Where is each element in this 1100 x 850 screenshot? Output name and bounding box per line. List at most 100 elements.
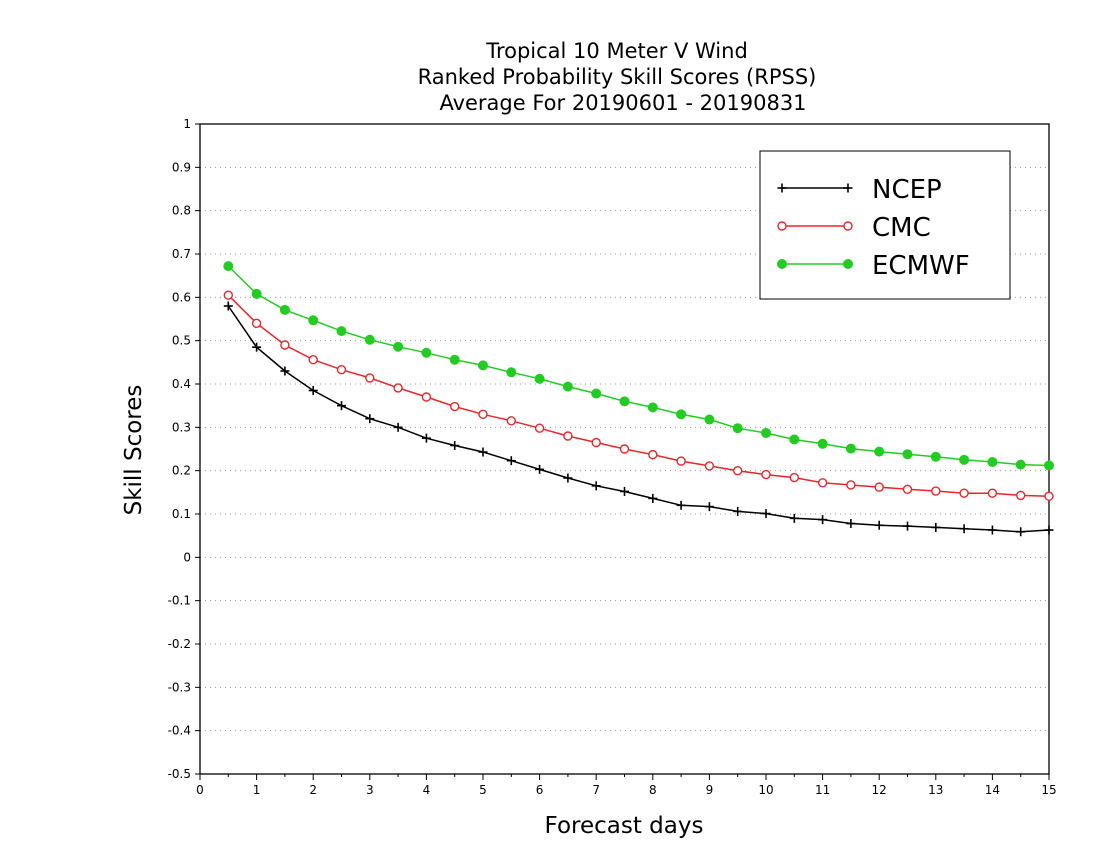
cmc-point [704, 461, 715, 471]
x-tick-label: 13 [928, 783, 943, 797]
y-tick-label: 1 [183, 117, 191, 131]
ecmwf-point [845, 443, 856, 454]
ncep-point [591, 481, 601, 491]
ncep-point [903, 521, 912, 531]
ecmwf-point [1015, 459, 1026, 470]
ncep-point [280, 366, 290, 376]
ncep-legend-marker-left [777, 183, 787, 193]
ncep-point [308, 386, 318, 395]
cmc-point [223, 290, 234, 300]
ecmwf-point [251, 288, 262, 299]
y-tick-label: -0.5 [168, 767, 191, 781]
cmc-point [591, 437, 601, 448]
y-tick-label: -0.2 [168, 637, 191, 651]
ecmwf-point [364, 334, 375, 345]
ecmwf-point [449, 354, 460, 365]
cmc-point [421, 392, 432, 402]
x-tick-label: 15 [1041, 783, 1056, 797]
x-tick-label: 4 [423, 783, 431, 797]
ncep-legend-marker-right [843, 183, 853, 193]
y-tick-label: -0.1 [168, 594, 191, 608]
y-tick-label: -0.4 [168, 724, 191, 738]
cmc-point [676, 456, 686, 466]
ecmwf-point [789, 434, 800, 445]
ecmwf-point [704, 414, 715, 425]
ecmwf-point [987, 457, 998, 467]
ncep-point [874, 520, 884, 530]
ncep-point [252, 342, 262, 352]
y-tick-label: 0.7 [172, 247, 191, 261]
ncep-point [535, 464, 545, 474]
cmc-legend-marker-right [843, 221, 853, 231]
cmc-legend-marker-left [777, 221, 787, 231]
x-tick-label: 0 [196, 783, 204, 797]
cmc-point [761, 469, 771, 480]
ncep-point [733, 506, 743, 516]
cmc-point [902, 484, 913, 494]
y-tick-label: 0.6 [172, 290, 191, 304]
x-tick-label: 7 [592, 783, 600, 797]
legend: NCEP CMC ECMWF [759, 150, 1011, 300]
x-tick-label: 10 [758, 783, 773, 797]
plot-frame [199, 123, 1050, 775]
y-tick-label: 0.3 [172, 420, 191, 434]
cmc-point [931, 486, 941, 496]
ncep-point [506, 456, 516, 466]
y-tick-label: 0.1 [172, 507, 191, 521]
ncep-point [393, 422, 403, 432]
cmc-point [450, 401, 460, 412]
ecmwf-point [902, 449, 913, 460]
ncep-point [789, 513, 799, 523]
ncep-point [959, 524, 969, 534]
cmc-point [1044, 491, 1054, 501]
ecmwf-point [647, 402, 658, 413]
ecmwf-point [761, 427, 771, 438]
ecmwf-point [676, 409, 687, 420]
ncep-point [337, 401, 346, 411]
cmc-point [506, 416, 516, 426]
ecmwf-point [308, 315, 319, 326]
cmc-series-line [227, 294, 1050, 497]
title-line-2: Ranked Probability Skill Scores (RPSS) [418, 65, 817, 89]
cmc-point [280, 340, 290, 350]
cmc-point [619, 444, 630, 454]
series-lines [223, 261, 1054, 537]
x-tick-label: 8 [649, 783, 657, 797]
ncep-point [846, 519, 856, 529]
cmc-point [846, 480, 856, 490]
ecmwf-point [930, 451, 941, 462]
ncep-point [365, 414, 375, 424]
ecmwf-point [506, 367, 517, 378]
cmc-point [733, 465, 743, 476]
ncep-point [761, 509, 771, 519]
y-tick-label: 0.9 [172, 160, 191, 174]
ncep-point [478, 447, 488, 457]
y-tick-label: 0.4 [172, 377, 191, 391]
ncep-point [1044, 525, 1054, 535]
x-tick-label: 3 [366, 783, 374, 797]
ecmwf-point [393, 341, 404, 352]
ecmwf-point [421, 347, 432, 358]
x-tick-label: 6 [536, 783, 544, 797]
ncep-point [620, 486, 629, 496]
y-tick-label: -0.3 [168, 680, 191, 694]
ecmwf-point [478, 360, 488, 371]
x-tick-label: 5 [479, 783, 487, 797]
ecmwf-point [732, 423, 743, 434]
cmc-point [874, 482, 884, 492]
ecmwf-point [817, 438, 828, 449]
axes: 1 0.9 0.8 0.7 0.6 0.5 0.4 0.3 0.2 0.1 0 -0.1 -0.2 -0.… [168, 117, 1057, 797]
title-line-1: Tropical 10 Meter V Wind [485, 39, 748, 63]
cmc-point [336, 365, 347, 375]
ncep-series-line [227, 305, 1050, 533]
cmc-point [817, 478, 828, 488]
cmc-point [393, 383, 403, 393]
legend-box [759, 150, 1011, 300]
ncep-legend-label: NCEP [872, 175, 942, 205]
x-tick-label: 14 [985, 783, 1000, 797]
cmc-legend-label: CMC [872, 213, 931, 243]
ecmwf-point [223, 261, 234, 272]
ecmwf-legend-label: ECMWF [872, 251, 970, 281]
cmc-point [478, 409, 488, 420]
